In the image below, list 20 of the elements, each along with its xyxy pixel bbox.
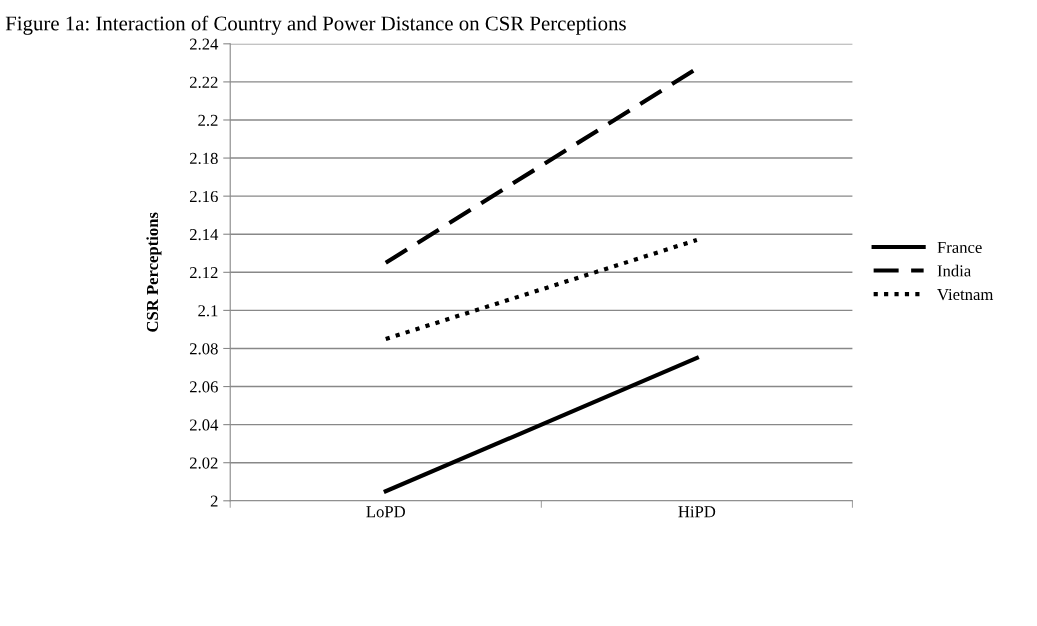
legend-label: France <box>937 241 982 253</box>
y-tick-label: 2.24 <box>189 38 219 50</box>
y-tick-label: 2.06 <box>189 381 218 393</box>
x-tick-label: LoPD <box>366 506 406 518</box>
x-tick-label: HiPD <box>678 506 716 518</box>
legend-label: India <box>937 264 971 277</box>
y-tick-label: 2.18 <box>189 152 218 165</box>
y-tick-label: 2.04 <box>189 419 219 431</box>
y-tick-label: 2.02 <box>189 457 218 469</box>
y-tick-label: 2.16 <box>189 190 218 203</box>
chart-title: Figure 1a: Interaction of Country and Power Distance on CSR Perceptions <box>5 15 626 35</box>
y-tick-label: 2.08 <box>189 343 218 355</box>
y-tick-label: 2.2 <box>198 114 218 126</box>
y-axis-title: CSR Perceptions <box>146 212 162 332</box>
y-tick-label: 2.12 <box>189 267 218 279</box>
legend-label: Vietnam <box>937 288 994 301</box>
y-tick-label: 2.22 <box>189 76 218 88</box>
y-tick-label: 2.14 <box>189 228 219 241</box>
y-tick-label: 2 <box>210 495 218 507</box>
y-tick-label: 2.1 <box>198 305 218 317</box>
